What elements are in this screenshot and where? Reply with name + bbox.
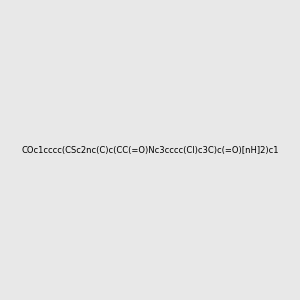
Text: COc1cccc(CSc2nc(C)c(CC(=O)Nc3cccc(Cl)c3C)c(=O)[nH]2)c1: COc1cccc(CSc2nc(C)c(CC(=O)Nc3cccc(Cl)c3C…	[21, 146, 279, 154]
